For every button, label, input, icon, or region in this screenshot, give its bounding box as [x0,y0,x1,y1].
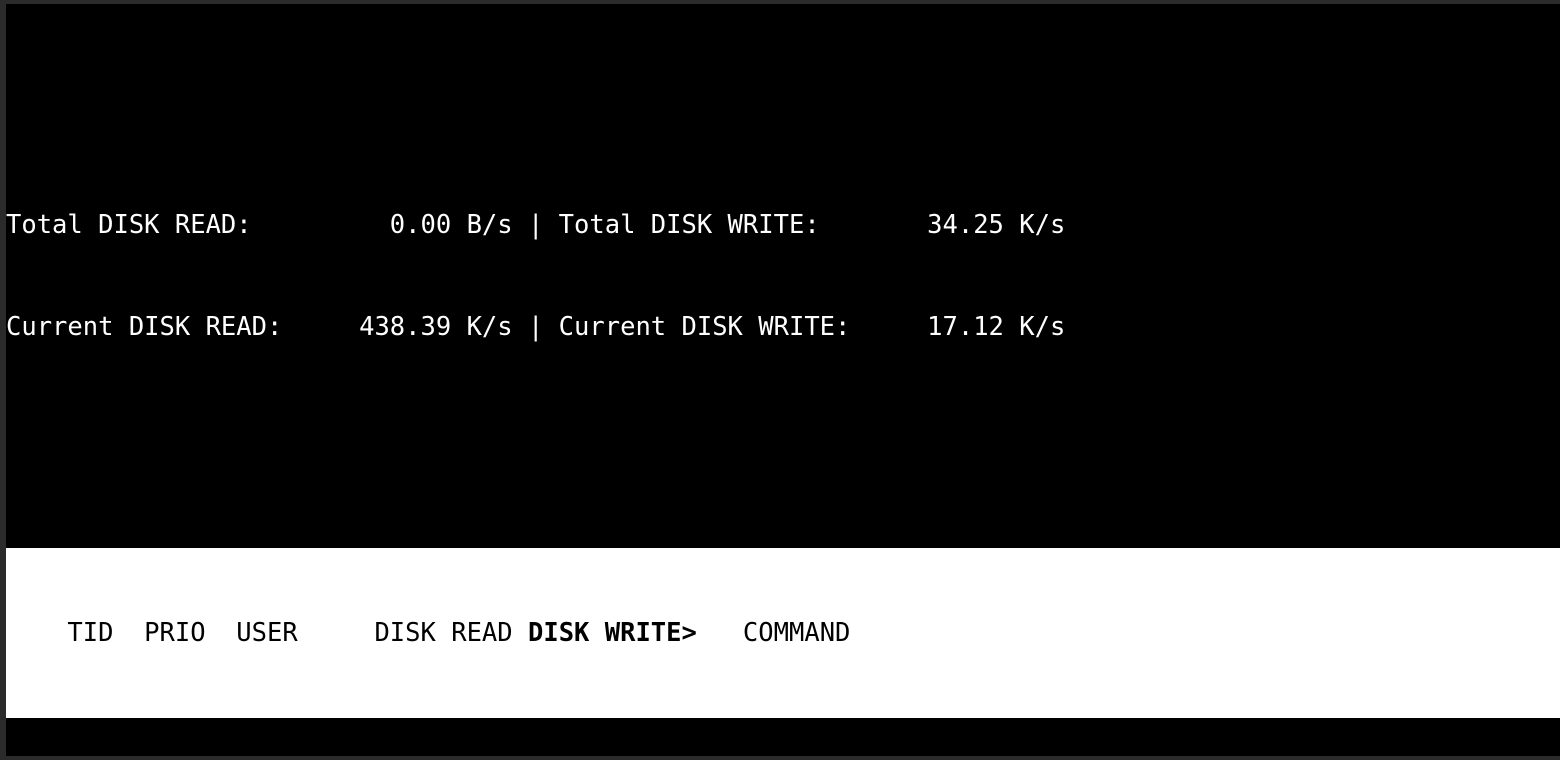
summary-total-read: Total DISK READ: 0.00 B/s | Total DISK W… [6,210,1066,240]
column-header-row[interactable]: TID PRIO USER DISK READ DISK WRITE> COMM… [6,548,1560,718]
column-header-line[interactable]: TID PRIO USER DISK READ DISK WRITE> COMM… [6,616,1560,650]
column-header-command[interactable]: COMMAND [696,618,851,648]
column-headers-left[interactable]: TID PRIO USER DISK READ [6,618,528,648]
io-summary: Total DISK READ: 0.00 B/s | Total DISK W… [6,140,1560,412]
column-header-disk-write-sorted[interactable]: DISK WRITE> [527,618,697,648]
summary-line-current: Current DISK READ: 438.39 K/s | Current … [6,310,1560,344]
summary-line-total: Total DISK READ: 0.00 B/s | Total DISK W… [6,208,1560,242]
terminal-screen[interactable]: Total DISK READ: 0.00 B/s | Total DISK W… [6,4,1560,756]
summary-current-read: Current DISK READ: 438.39 K/s | Current … [6,312,1066,342]
